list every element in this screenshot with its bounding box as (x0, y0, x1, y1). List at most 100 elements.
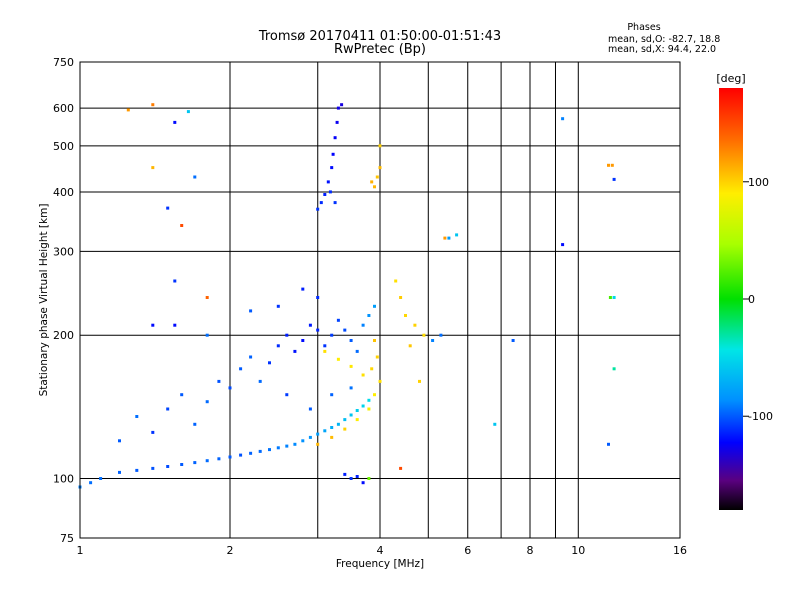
colorbar-tick-label: -100 (748, 410, 773, 423)
data-point (205, 333, 209, 337)
data-point (135, 468, 139, 472)
data-point (249, 309, 253, 313)
data-point (323, 344, 327, 348)
series-o-mode-spread (118, 287, 376, 443)
data-point (180, 393, 184, 397)
data-point (118, 470, 121, 474)
data-point (349, 339, 353, 342)
data-point (193, 175, 197, 179)
x-tick-labels: 1 2 4 6 8 10 16 (77, 544, 688, 557)
data-point (349, 477, 353, 480)
data-point (511, 339, 515, 342)
colorbar-tick-label: 100 (748, 176, 769, 189)
data-point (301, 339, 305, 342)
data-point (373, 185, 376, 189)
data-point (399, 296, 403, 299)
data-point (285, 333, 289, 337)
data-point (493, 422, 497, 426)
data-point (308, 323, 312, 327)
data-point (316, 207, 320, 211)
y-tick-label: 300 (53, 245, 74, 258)
data-point (443, 236, 447, 240)
data-point (367, 407, 371, 411)
data-point (166, 206, 170, 210)
data-point (173, 120, 177, 124)
colorbar-ticks: 100 0 -100 (743, 176, 773, 423)
data-point (330, 166, 334, 170)
data-point (268, 448, 271, 452)
data-point (328, 190, 332, 194)
data-point (612, 367, 616, 371)
phases-line-o: mean, sd,O: -82.7, 18.8 (608, 34, 720, 45)
data-point (336, 106, 340, 110)
series-scattered-echoes (126, 103, 616, 485)
data-point (249, 355, 253, 359)
data-point (343, 418, 347, 422)
data-point (367, 314, 371, 317)
data-point (151, 166, 155, 170)
grid-layer (80, 62, 680, 538)
data-point (135, 415, 139, 418)
data-point (431, 339, 435, 342)
data-point (349, 386, 353, 390)
data-point (323, 193, 327, 196)
y-axis-label: Stationary phase Virtual Height [km] (38, 204, 50, 397)
y-tick-label: 750 (53, 56, 74, 69)
colorbar-tick-label: 0 (748, 293, 755, 306)
x-tick-label: 16 (673, 544, 687, 557)
data-point (404, 314, 407, 317)
y-tick-labels: 75 100 200 300 400 500 600 750 (53, 56, 74, 545)
data-point (370, 180, 374, 184)
data-point (205, 400, 209, 404)
data-point (326, 180, 330, 184)
data-point (336, 357, 340, 361)
data-point (99, 477, 103, 480)
data-point (166, 465, 170, 468)
x-tick-label: 8 (527, 544, 534, 557)
data-point (331, 152, 335, 156)
data-point (276, 304, 280, 308)
x-tick-label: 1 (77, 544, 84, 557)
data-point (394, 279, 398, 283)
data-point (343, 472, 347, 476)
data-point (612, 296, 616, 299)
data-point (370, 367, 374, 371)
data-point (355, 475, 359, 478)
data-point (355, 418, 359, 422)
data-point (399, 466, 403, 470)
data-point (151, 466, 155, 470)
data-point (333, 201, 337, 205)
series-o-mode-F2-cusp (316, 103, 344, 211)
data-point (173, 323, 177, 327)
data-point (361, 404, 365, 408)
data-point (239, 453, 243, 457)
data-point (186, 110, 190, 114)
data-point (193, 461, 197, 465)
x-tick-label: 10 (571, 544, 585, 557)
data-point (285, 444, 289, 448)
data-point (408, 344, 412, 348)
data-point (561, 243, 565, 247)
data-point (180, 463, 184, 466)
data-point (323, 349, 327, 353)
data-point (285, 393, 289, 397)
data-point (375, 175, 379, 179)
data-point (151, 323, 155, 327)
data-point (375, 355, 379, 359)
data-point (308, 435, 312, 439)
data-point (89, 481, 93, 485)
chart-title: Tromsø 20170411 01:50:00-01:51:43 (258, 29, 501, 44)
data-point (439, 333, 443, 337)
data-point (217, 379, 221, 383)
data-point (217, 457, 221, 461)
data-point (447, 236, 451, 240)
data-point (361, 323, 365, 327)
data-point (333, 136, 337, 140)
data-point (205, 296, 209, 299)
data-point (349, 413, 353, 417)
x-tick-label: 2 (227, 544, 234, 557)
data-point (166, 407, 170, 411)
data-point (367, 477, 371, 480)
data-point (323, 429, 327, 433)
